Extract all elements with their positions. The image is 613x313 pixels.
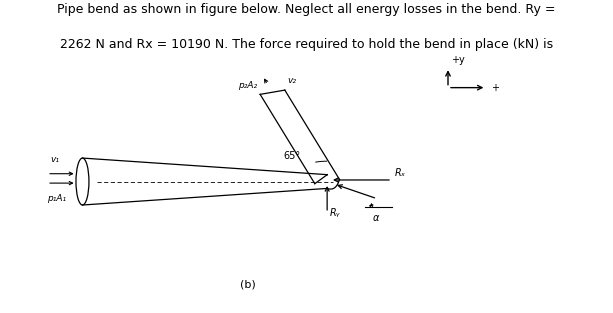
Text: α: α [373, 213, 379, 223]
Text: +y: +y [451, 55, 465, 65]
Text: Rᵧ: Rᵧ [330, 208, 340, 218]
Text: p₂A₂: p₂A₂ [238, 81, 257, 90]
Text: Pipe bend as shown in figure below. Neglect all energy losses in the bend. Ry =: Pipe bend as shown in figure below. Negl… [57, 3, 556, 16]
Text: (b): (b) [240, 280, 256, 290]
Text: 65°: 65° [283, 151, 300, 161]
Text: Rₓ: Rₓ [395, 168, 406, 178]
Text: v₂: v₂ [287, 76, 297, 85]
Text: 2262 N and Rx = 10190 N. The force required to hold the bend in place (kN) is: 2262 N and Rx = 10190 N. The force requi… [60, 38, 553, 51]
Text: v₁: v₁ [50, 155, 59, 164]
Text: p₁A₁: p₁A₁ [47, 194, 66, 203]
Text: +: + [491, 83, 499, 93]
